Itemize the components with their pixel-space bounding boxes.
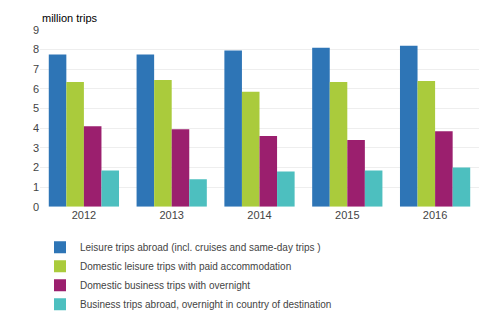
svg-text:2014: 2014 <box>247 209 271 221</box>
svg-text:9: 9 <box>33 24 39 36</box>
svg-text:8: 8 <box>33 43 39 55</box>
svg-text:2016: 2016 <box>423 209 447 221</box>
svg-text:million trips: million trips <box>42 12 98 24</box>
svg-text:0: 0 <box>33 201 39 213</box>
svg-text:Business trips abroad, overnig: Business trips abroad, overnight in coun… <box>80 299 331 310</box>
svg-text:2: 2 <box>33 161 39 173</box>
svg-text:Domestic leisure trips with pa: Domestic leisure trips with paid accommo… <box>80 261 291 272</box>
svg-text:7: 7 <box>33 63 39 75</box>
svg-text:2015: 2015 <box>335 209 359 221</box>
svg-text:Leisure trips abroad (incl. cr: Leisure trips abroad (incl. cruises and … <box>80 242 321 253</box>
svg-text:5: 5 <box>33 102 39 114</box>
svg-text:2012: 2012 <box>72 209 96 221</box>
svg-text:2013: 2013 <box>159 209 183 221</box>
svg-text:3: 3 <box>33 142 39 154</box>
svg-text:4: 4 <box>33 122 39 134</box>
svg-text:Domestic business trips with o: Domestic business trips with overnight <box>80 280 250 291</box>
svg-text:1: 1 <box>33 181 39 193</box>
svg-text:6: 6 <box>33 83 39 95</box>
